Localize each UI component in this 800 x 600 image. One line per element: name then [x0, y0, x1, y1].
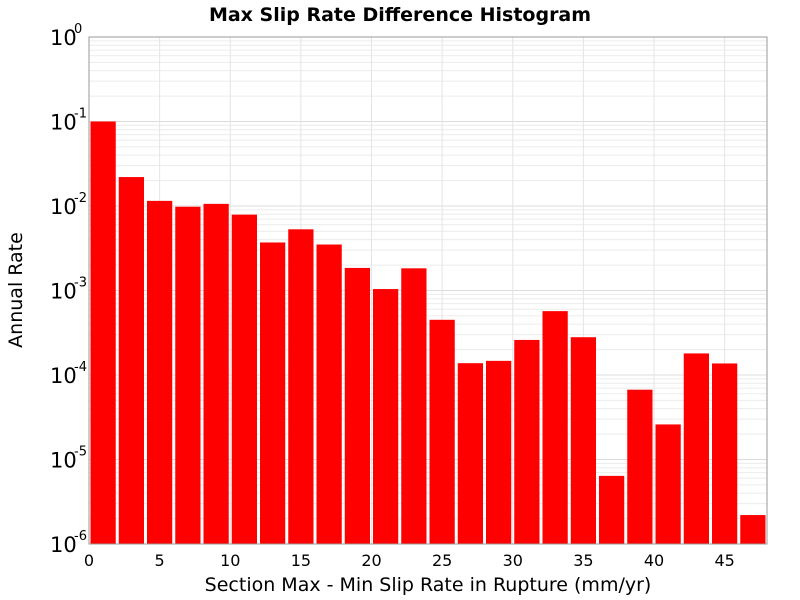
- x-tick-label: 20: [361, 551, 381, 570]
- bars: [90, 121, 766, 545]
- y-tick-exponent: -3: [74, 276, 87, 291]
- bar: [655, 424, 681, 544]
- y-tick: 10-6: [50, 529, 87, 557]
- bar: [203, 203, 229, 545]
- y-tick: 10-4: [50, 360, 87, 388]
- bar: [260, 242, 286, 545]
- x-tick-label: 5: [155, 551, 165, 570]
- bar: [231, 214, 257, 544]
- y-tick-base: 10: [50, 111, 77, 135]
- y-tick-base: 10: [50, 364, 77, 388]
- x-tick-label: 30: [503, 551, 523, 570]
- y-tick-base: 10: [50, 533, 77, 557]
- y-tick: 100: [50, 22, 82, 50]
- y-tick-base: 10: [50, 449, 77, 473]
- y-tick-base: 10: [50, 280, 77, 304]
- x-ticks: 0 5 10 15 20 25 30 35 40 45: [84, 551, 735, 570]
- bar: [288, 229, 314, 544]
- bar: [627, 389, 653, 544]
- y-tick-exponent: -1: [74, 107, 87, 122]
- x-tick-label: 35: [573, 551, 593, 570]
- bar: [683, 353, 709, 544]
- y-tick: 10-5: [50, 445, 87, 473]
- y-tick-exponent: -5: [74, 445, 87, 460]
- x-tick-label: 10: [220, 551, 240, 570]
- plot-frame: [88, 36, 768, 545]
- bar: [373, 289, 399, 544]
- bar: [542, 311, 568, 544]
- y-tick-exponent: -2: [74, 191, 87, 206]
- bar: [486, 360, 512, 544]
- x-tick-label: 40: [644, 551, 664, 570]
- y-tick-exponent: -4: [74, 360, 87, 375]
- bar: [118, 177, 144, 544]
- bar: [712, 363, 738, 544]
- x-axis-label: Section Max - Min Slip Rate in Rupture (…: [205, 574, 652, 596]
- bar: [740, 515, 766, 544]
- bar: [429, 319, 455, 544]
- bar: [147, 200, 173, 544]
- y-tick: 10-2: [50, 191, 87, 219]
- x-tick-label: 45: [714, 551, 734, 570]
- grid: [88, 37, 767, 545]
- x-tick-label: 15: [291, 551, 311, 570]
- bar: [175, 206, 201, 544]
- bar: [599, 475, 625, 544]
- bar: [514, 339, 540, 544]
- y-tick: 10-3: [50, 276, 87, 304]
- x-tick-label: 25: [432, 551, 452, 570]
- bar: [401, 268, 427, 544]
- x-tick-label: 0: [84, 551, 94, 570]
- y-tick-exponent: 0: [74, 22, 82, 37]
- bar: [457, 363, 483, 544]
- y-tick: 10-1: [50, 107, 87, 135]
- y-axis-label: Annual Rate: [5, 232, 27, 348]
- y-tick-base: 10: [50, 195, 77, 219]
- chart-title: Max Slip Rate Difference Histogram: [209, 4, 591, 26]
- y-tick-exponent: -6: [74, 529, 87, 544]
- y-tick-base: 10: [50, 26, 77, 50]
- bar: [344, 267, 370, 544]
- bar: [90, 121, 116, 544]
- bar: [570, 337, 596, 544]
- bar: [316, 244, 342, 544]
